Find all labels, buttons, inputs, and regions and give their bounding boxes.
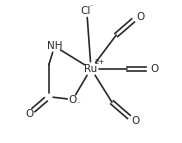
- Text: Cl: Cl: [80, 6, 91, 16]
- Text: O: O: [69, 95, 77, 105]
- Text: Ru: Ru: [84, 64, 98, 74]
- Text: ⁻: ⁻: [76, 101, 80, 107]
- Text: NH: NH: [47, 41, 62, 51]
- Text: O: O: [25, 109, 33, 119]
- Text: O: O: [150, 64, 159, 74]
- Text: O: O: [136, 12, 144, 22]
- Text: O: O: [132, 116, 140, 126]
- Text: 2+: 2+: [95, 59, 105, 65]
- Text: ⁻: ⁻: [89, 5, 93, 11]
